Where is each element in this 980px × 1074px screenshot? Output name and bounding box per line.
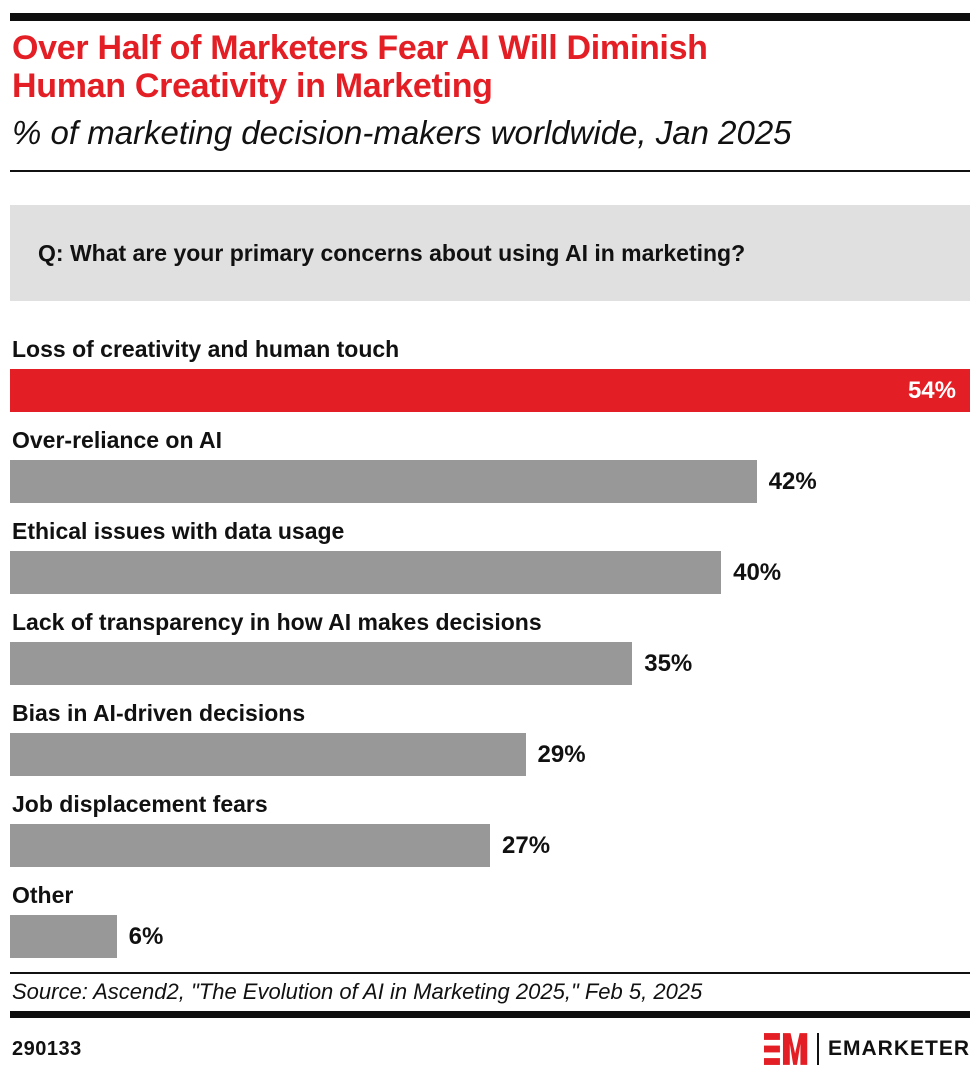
footer-rule: [10, 1011, 970, 1018]
bar-track: 40%: [10, 551, 970, 594]
bar-row: Other 6%: [10, 880, 970, 958]
bar-row: Loss of creativity and human touch 54%: [10, 334, 970, 412]
bar: [10, 824, 490, 867]
logo-divider: [816, 1033, 819, 1065]
bar: [10, 460, 757, 503]
chart-title-line1: Over Half of Marketers Fear AI Will Dimi…: [12, 29, 708, 67]
header-divider: [10, 170, 970, 172]
source-line: Source: Ascend2, "The Evolution of AI in…: [12, 979, 703, 1004]
bar-track: 42%: [10, 460, 970, 503]
bar-value-label: 35%: [644, 649, 693, 677]
top-rule: [10, 13, 970, 21]
bar: [10, 733, 526, 776]
question-text: Q: What are your primary concerns about …: [38, 239, 746, 266]
bar: [10, 642, 633, 685]
bar-category-label: Lack of transparency in how AI makes dec…: [12, 609, 542, 635]
bar-category-label: Other: [12, 882, 74, 908]
chart-title: Over Half of Marketers Fear AI Will Dimi…: [12, 29, 968, 105]
bar-track: 54%: [10, 369, 970, 412]
source-divider: [10, 972, 970, 974]
bar-category-label: Ethical issues with data usage: [12, 518, 345, 544]
bar-category-label: Bias in AI-driven decisions: [12, 700, 306, 726]
bar-row: Lack of transparency in how AI makes dec…: [10, 607, 970, 685]
bar-value-label: 27%: [502, 831, 551, 859]
emarketer-mark-icon: [763, 1033, 808, 1065]
bar-row: Ethical issues with data usage 40%: [10, 516, 970, 594]
bar-value-label: 29%: [537, 740, 586, 768]
bar-category-label: Over-reliance on AI: [12, 427, 223, 453]
bar-value-label: 42%: [768, 467, 817, 495]
bar: 54%: [10, 369, 970, 412]
chart-subtitle: % of marketing decision-makers worldwide…: [12, 114, 792, 151]
bar-category-label: Job displacement fears: [12, 791, 268, 817]
brand-name: EMARKETER: [827, 1037, 970, 1060]
bar-category-label: Loss of creativity and human touch: [12, 336, 400, 362]
bar-track: 35%: [10, 642, 970, 685]
bar: [10, 915, 117, 958]
bar-value-label: 40%: [733, 558, 782, 586]
question-box: Q: What are your primary concerns about …: [10, 205, 970, 301]
bar-value-label: 54%: [907, 376, 956, 404]
bar-row: Bias in AI-driven decisions 29%: [10, 698, 970, 776]
bar-track: 27%: [10, 824, 970, 867]
bar-chart: Loss of creativity and human touch 54% Ove…: [10, 334, 970, 958]
chart-id: 290133: [12, 1037, 82, 1060]
footer: 290133 EMARKETER: [10, 1028, 970, 1070]
bar-row: Job displacement fears 27%: [10, 789, 970, 867]
chart-title-line2: Human Creativity in Marketing: [12, 67, 493, 105]
bar: [10, 551, 722, 594]
bar-track: 29%: [10, 733, 970, 776]
bar-track: 6%: [10, 915, 970, 958]
emarketer-logo: EMARKETER: [763, 1033, 970, 1065]
bar-row: Over-reliance on AI 42%: [10, 425, 970, 503]
bar-value-label: 6%: [128, 922, 164, 950]
